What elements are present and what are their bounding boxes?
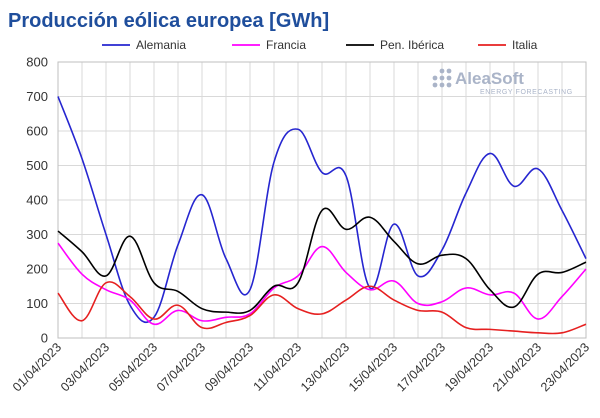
y-tick-label: 400: [26, 193, 48, 208]
x-tick-label: 23/04/2023: [538, 340, 592, 394]
x-tick-label: 01/04/2023: [10, 340, 64, 394]
logo-brand: AleaSoft: [455, 69, 524, 88]
y-tick-label: 300: [26, 227, 48, 242]
x-tick-label: 21/04/2023: [490, 340, 544, 394]
y-tick-label: 500: [26, 158, 48, 173]
series-line-italia: [57, 281, 587, 335]
legend-label: Pen. Ibérica: [380, 38, 444, 52]
y-axis: 0 100 200 300 400 500 600 700 800: [26, 55, 48, 346]
x-tick-label: 09/04/2023: [202, 340, 256, 394]
series-line-alemania: [57, 96, 587, 323]
chart-title: Producción eólica europea [GWh]: [8, 10, 329, 32]
logo-mark-icon: [432, 68, 452, 88]
logo-tagline: ENERGY FORECASTING: [480, 89, 573, 96]
legend-label: Italia: [512, 38, 538, 52]
x-tick-label: 03/04/2023: [58, 340, 112, 394]
series-line-francia: [57, 242, 587, 326]
series-lines: [57, 96, 587, 335]
x-tick-label: 11/04/2023: [251, 340, 305, 394]
plot-frame: [57, 61, 587, 339]
x-tick-label: 07/04/2023: [154, 340, 208, 394]
legend-label: Francia: [266, 38, 306, 52]
series-line-pen-ib-rica: [57, 207, 587, 314]
x-axis: 01/04/202303/04/202305/04/202307/04/2023…: [10, 340, 592, 394]
x-tick-label: 17/04/2023: [394, 340, 448, 394]
grid: [57, 61, 587, 339]
y-tick-label: 100: [26, 296, 48, 311]
y-tick-label: 600: [26, 124, 48, 139]
y-tick-label: 800: [26, 55, 48, 70]
legend-label: Alemania: [136, 38, 186, 52]
aleasoft-logo: AleaSoft ENERGY FORECASTING: [432, 68, 573, 96]
legend: Alemania Francia Pen. Ibérica Italia: [102, 38, 538, 52]
x-tick-label: 05/04/2023: [106, 340, 160, 394]
y-tick-label: 700: [26, 89, 48, 104]
y-tick-label: 0: [41, 331, 48, 346]
x-tick-label: 19/04/2023: [442, 340, 496, 394]
y-tick-label: 200: [26, 262, 48, 277]
x-tick-label: 15/04/2023: [346, 340, 400, 394]
x-tick-label: 13/04/2023: [298, 340, 352, 394]
